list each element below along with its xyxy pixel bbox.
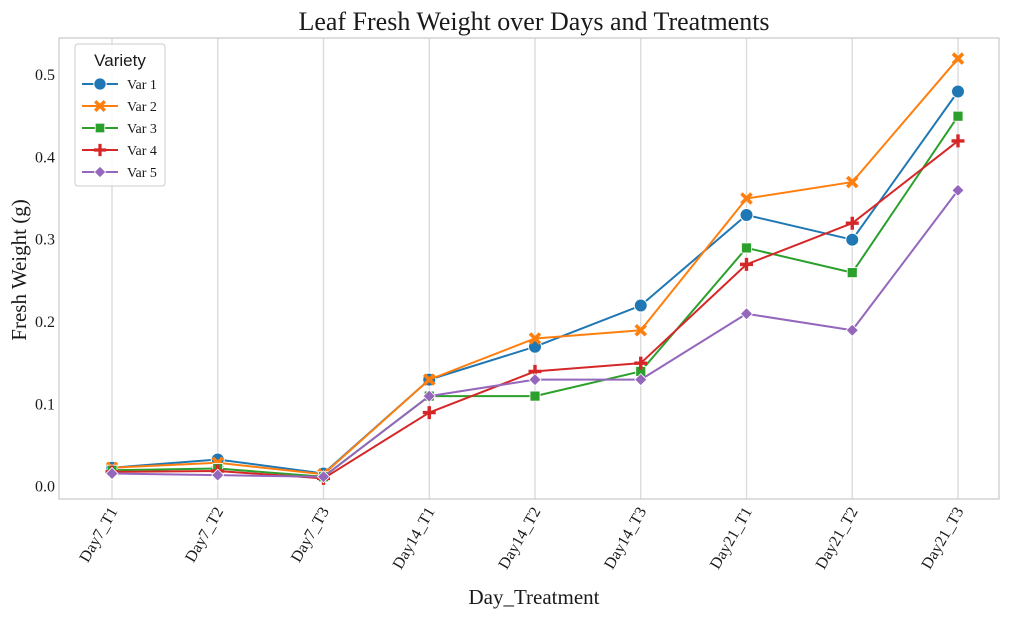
legend-label: Var 4 [127,144,157,159]
x-tick-label: Day14_T2 [496,505,545,573]
x-tick-label: Day7_T2 [182,505,227,566]
data-point [951,52,965,65]
series-var-5 [105,183,965,484]
y-tick-label: 0.2 [35,314,55,331]
legend-marker [94,122,106,134]
x-tick-label: Day21_T3 [919,505,968,573]
data-point [422,373,436,386]
data-point [422,406,436,420]
legend-marker [93,77,107,91]
legend-marker [94,100,106,112]
data-point [952,110,964,122]
grid-layer [111,38,959,499]
legend-item: Var 4 [82,143,157,159]
legend-label: Var 3 [127,122,157,137]
series-layer [105,52,965,485]
data-point [422,389,436,403]
data-point [845,232,860,247]
legend-title: Variety [94,51,146,70]
data-point [846,267,858,279]
chart-title: Leaf Fresh Weight over Days and Treatmen… [298,7,769,36]
legend-item: Var 1 [82,77,157,93]
data-point [633,298,648,313]
data-point [634,323,648,337]
legend-item: Var 5 [82,165,157,181]
data-point [740,257,753,271]
x-tick-label: Day7_T1 [77,505,122,566]
data-point [951,134,965,148]
x-tick-label: Day14_T1 [390,505,439,573]
data-point [845,175,859,189]
x-tick-label: Day14_T3 [601,505,650,573]
legend: Variety Var 1 Var 2 Var 3 Var 4 Var 5 [74,43,166,187]
y-axis-label: Fresh Weight (g) [7,199,31,340]
data-point [634,356,648,370]
legend-marker [93,143,107,157]
legend-label: Var 5 [127,166,157,181]
x-tick-label: Day21_T1 [707,505,756,573]
data-point [634,373,648,387]
legend-marker [93,165,107,179]
y-tick-label: 0.1 [35,396,55,413]
x-tick-label: Day7_T3 [288,505,333,566]
legend-label: Var 1 [127,78,157,93]
data-point [951,183,965,197]
y-tick-label: 0.0 [35,479,55,496]
plot-area [58,37,1000,500]
data-point [316,470,331,484]
legend-item: Var 3 [82,122,157,137]
data-point [739,307,754,321]
legend-label: Var 2 [127,100,157,115]
data-point [740,192,753,205]
y-tick-label: 0.5 [35,67,55,84]
data-point [951,84,965,99]
data-point [528,332,542,345]
legend-item: Var 2 [82,100,157,115]
data-point [529,390,541,402]
y-tick-label: 0.4 [35,149,55,166]
data-point [741,242,752,254]
legend-items: Var 1 Var 2 Var 3 Var 4 Var 5 [82,77,157,181]
data-point [528,373,542,387]
x-axis-label: Day_Treatment [468,585,599,609]
y-tick-label: 0.3 [35,232,55,249]
x-tick-label: Day21_T2 [813,505,862,573]
data-point [211,468,225,482]
x-axis-ticks: Day7_T1 Day7_T2 Day7_T3 Day14_T1 Day14_T2 Day… [77,505,968,573]
data-point [845,216,859,230]
data-point [739,207,754,222]
y-axis-ticks: 0.0 0.1 0.2 0.3 0.4 0.5 [35,67,55,496]
data-point [105,466,119,481]
data-point [845,323,859,337]
